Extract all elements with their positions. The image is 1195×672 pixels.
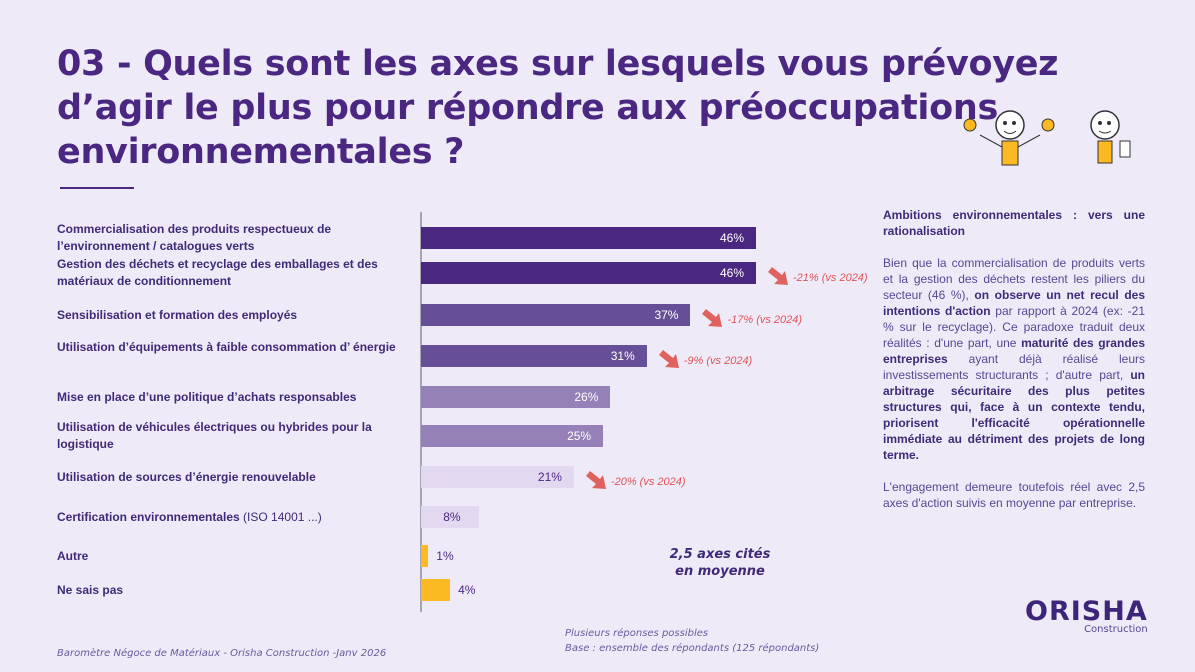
bar — [421, 262, 756, 284]
chart-axis — [420, 212, 422, 612]
change-annotation: -21% (vs 2024) — [793, 272, 868, 284]
bar-value-label: 8% — [443, 510, 461, 524]
category-label: Utilisation d’équipements à faible conso… — [57, 339, 407, 356]
text: par rapport à 2024 (ex: -21 % sur le rec… — [883, 304, 1145, 350]
text-bold: un arbitrage sécuritaire des plus petite… — [883, 368, 1145, 462]
average-note-line1: 2,5 axes cités — [669, 547, 771, 562]
bar — [421, 425, 604, 447]
title-underline — [60, 187, 134, 189]
page-title: 03 - Quels sont les axes sur lesquels vo… — [57, 44, 1059, 172]
change-annotation: -20% (vs 2024) — [610, 476, 686, 488]
change-annotation: -9% (vs 2024) — [683, 355, 753, 367]
bar-value-label: 4% — [458, 583, 476, 597]
bar-value-label: 37% — [654, 308, 679, 322]
down-arrow-icon — [658, 350, 679, 368]
down-arrow-icon — [585, 471, 606, 489]
category-label: Sensibilisation et formation des employé… — [57, 307, 407, 324]
note-base: Base : ensemble des répondants (125 répo… — [565, 643, 820, 654]
category-label: Gestion des déchets et recyclage des emb… — [57, 256, 407, 290]
average-note: 2,5 axes cités en moyenne — [660, 546, 780, 580]
bar-value-label: 26% — [574, 390, 599, 404]
change-annotation: -17% (vs 2024) — [727, 314, 803, 326]
category-label-text: Mise en place d’une politique d’achats r… — [57, 389, 357, 404]
category-label-text: Gestion des déchets et recyclage des emb… — [57, 257, 378, 288]
category-label: Mise en place d’une politique d’achats r… — [57, 389, 407, 406]
category-label-text: Utilisation de sources d’énergie renouve… — [57, 469, 316, 484]
commentary-panel: Ambitions environnementales : vers une r… — [883, 207, 1145, 527]
category-label: Autre — [57, 548, 407, 565]
bar-value-label: 25% — [567, 429, 592, 443]
logo-sub: Construction — [1084, 624, 1148, 635]
down-arrow-icon — [768, 267, 788, 285]
category-label: Certification environnementales (ISO 140… — [57, 509, 407, 526]
bar — [421, 386, 611, 408]
category-label: Commercialisation des produits respectue… — [57, 221, 407, 255]
category-label-text: Autre — [57, 548, 89, 563]
category-label: Utilisation de véhicules électriques ou … — [57, 419, 407, 453]
down-arrow-icon — [702, 309, 723, 327]
bar-value-label: 46% — [720, 266, 745, 280]
bar-value-label: 31% — [610, 349, 635, 363]
category-label: Utilisation de sources d’énergie renouve… — [57, 469, 407, 486]
category-label: Ne sais pas — [57, 582, 407, 599]
bar-value-label: 46% — [720, 231, 745, 245]
bar — [421, 506, 480, 528]
text: Bien que la commercialisation de produit… — [883, 256, 1145, 302]
bar-value-label: 21% — [537, 470, 562, 484]
bar — [421, 227, 756, 249]
chart-notes: Plusieurs réponses possibles Base : ense… — [565, 626, 819, 656]
commentary-heading: Ambitions environnementales : vers une r… — [883, 208, 1145, 238]
commentary-paragraph: Bien que la commercialisation de produit… — [883, 255, 1145, 463]
bar — [421, 345, 647, 367]
footer-source: Baromètre Négoce de Matériaux - Orisha C… — [57, 648, 387, 659]
category-label-text: Commercialisation des produits respectue… — [57, 222, 332, 253]
category-label-text: Utilisation de véhicules électriques ou … — [57, 420, 372, 451]
text: ayant déjà réalisé leurs investissements… — [883, 352, 1145, 382]
orisha-logo: ORISHA Construction — [1025, 596, 1148, 636]
category-label-text: Utilisation d’équipements à faible conso… — [57, 340, 396, 354]
bar — [421, 545, 429, 567]
bar — [421, 579, 451, 601]
category-label-text: Certification environnementales — [57, 509, 240, 524]
average-note-line2: en moyenne — [675, 564, 765, 579]
text-bold: maturité des grandes entreprises — [883, 336, 1145, 366]
bar — [421, 466, 574, 488]
category-label-suffix: (ISO 14001 ...) — [239, 509, 322, 524]
note-multiple-answers: Plusieurs réponses possibles — [565, 628, 709, 639]
category-label-text: Ne sais pas — [57, 582, 124, 597]
logo-brand: ORISHA — [1025, 596, 1148, 627]
illustration-characters-icon — [963, 110, 1131, 166]
text-bold: on observe un net recul des intentions d… — [883, 288, 1145, 318]
bar-value-label: 1% — [436, 549, 454, 563]
category-label-text: Sensibilisation et formation des employé… — [57, 307, 298, 322]
commentary-conclusion: L'engagement demeure toutefois réel avec… — [883, 480, 1145, 510]
bar — [421, 304, 691, 326]
